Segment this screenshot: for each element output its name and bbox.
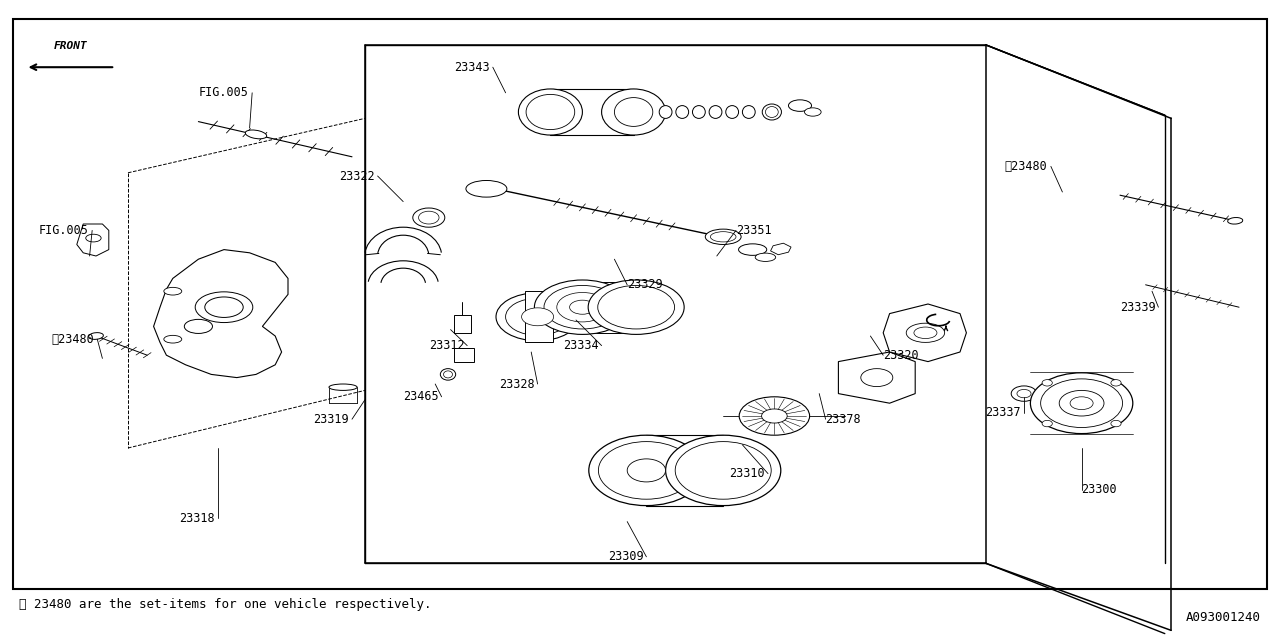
Ellipse shape bbox=[329, 384, 357, 390]
Text: A093001240: A093001240 bbox=[1185, 611, 1261, 624]
Ellipse shape bbox=[602, 89, 666, 135]
Ellipse shape bbox=[195, 292, 253, 323]
Ellipse shape bbox=[676, 442, 771, 499]
Ellipse shape bbox=[627, 459, 666, 482]
Ellipse shape bbox=[1059, 390, 1103, 416]
Text: 23328: 23328 bbox=[499, 378, 535, 390]
Ellipse shape bbox=[726, 106, 739, 118]
Ellipse shape bbox=[598, 285, 675, 329]
Ellipse shape bbox=[1030, 372, 1133, 434]
Ellipse shape bbox=[88, 333, 104, 339]
Ellipse shape bbox=[544, 285, 621, 329]
Ellipse shape bbox=[164, 287, 182, 295]
Ellipse shape bbox=[535, 280, 630, 334]
Text: 23300: 23300 bbox=[1082, 483, 1117, 496]
Text: 23378: 23378 bbox=[826, 413, 861, 426]
Ellipse shape bbox=[666, 435, 781, 506]
Polygon shape bbox=[154, 250, 288, 378]
Text: 23351: 23351 bbox=[736, 224, 772, 237]
Ellipse shape bbox=[164, 335, 182, 343]
Text: 23334: 23334 bbox=[563, 339, 599, 352]
Text: 23312: 23312 bbox=[429, 339, 465, 352]
Ellipse shape bbox=[788, 100, 812, 111]
Ellipse shape bbox=[440, 369, 456, 380]
Ellipse shape bbox=[522, 308, 554, 326]
Ellipse shape bbox=[589, 435, 704, 506]
Ellipse shape bbox=[497, 293, 580, 340]
Ellipse shape bbox=[444, 371, 453, 378]
Text: 23339: 23339 bbox=[1120, 301, 1156, 314]
Ellipse shape bbox=[1111, 380, 1121, 386]
Ellipse shape bbox=[1018, 389, 1032, 397]
Ellipse shape bbox=[412, 208, 445, 227]
Text: 23322: 23322 bbox=[339, 170, 375, 182]
Ellipse shape bbox=[659, 106, 672, 118]
Text: FIG.005: FIG.005 bbox=[198, 86, 248, 99]
Ellipse shape bbox=[588, 280, 684, 334]
Text: ※23480: ※23480 bbox=[51, 333, 93, 346]
Ellipse shape bbox=[1042, 380, 1052, 386]
Ellipse shape bbox=[1041, 379, 1123, 428]
Text: 23310: 23310 bbox=[730, 467, 765, 480]
Ellipse shape bbox=[506, 298, 570, 335]
Bar bbox=[454, 348, 474, 362]
Ellipse shape bbox=[705, 229, 741, 244]
Ellipse shape bbox=[419, 211, 439, 224]
Ellipse shape bbox=[762, 104, 781, 120]
Ellipse shape bbox=[205, 297, 243, 317]
Ellipse shape bbox=[914, 327, 937, 339]
Text: ※23480: ※23480 bbox=[1005, 160, 1047, 173]
Ellipse shape bbox=[1228, 218, 1243, 224]
Ellipse shape bbox=[692, 106, 705, 118]
Bar bbox=[13, 19, 1267, 589]
Ellipse shape bbox=[804, 108, 822, 116]
Ellipse shape bbox=[740, 397, 810, 435]
Polygon shape bbox=[883, 304, 966, 362]
Text: FIG.005: FIG.005 bbox=[38, 224, 88, 237]
Ellipse shape bbox=[86, 234, 101, 242]
Ellipse shape bbox=[861, 369, 893, 387]
Bar bbox=[646, 435, 723, 506]
Ellipse shape bbox=[1111, 420, 1121, 427]
Ellipse shape bbox=[906, 323, 945, 342]
Ellipse shape bbox=[526, 94, 575, 129]
Ellipse shape bbox=[762, 409, 787, 423]
Ellipse shape bbox=[614, 97, 653, 126]
Ellipse shape bbox=[557, 292, 608, 322]
Ellipse shape bbox=[710, 232, 736, 242]
Text: 23337: 23337 bbox=[986, 406, 1021, 419]
Ellipse shape bbox=[599, 442, 694, 499]
Text: 23319: 23319 bbox=[314, 413, 349, 426]
Text: ※ 23480 are the set-items for one vehicle respectively.: ※ 23480 are the set-items for one vehicl… bbox=[19, 598, 431, 611]
Ellipse shape bbox=[742, 106, 755, 118]
Text: 23318: 23318 bbox=[179, 512, 215, 525]
Ellipse shape bbox=[1070, 397, 1093, 410]
Ellipse shape bbox=[709, 106, 722, 118]
Ellipse shape bbox=[518, 89, 582, 135]
Polygon shape bbox=[838, 352, 915, 403]
Ellipse shape bbox=[246, 130, 266, 139]
Text: 23309: 23309 bbox=[608, 550, 644, 563]
Text: 23329: 23329 bbox=[627, 278, 663, 291]
Ellipse shape bbox=[676, 106, 689, 118]
Ellipse shape bbox=[755, 253, 776, 262]
Ellipse shape bbox=[1042, 420, 1052, 427]
Bar bbox=[525, 291, 553, 342]
Polygon shape bbox=[771, 243, 791, 255]
Text: FRONT: FRONT bbox=[54, 41, 87, 51]
Polygon shape bbox=[77, 224, 109, 256]
Ellipse shape bbox=[765, 106, 778, 118]
Ellipse shape bbox=[466, 180, 507, 197]
Bar bbox=[454, 315, 471, 333]
Text: 23320: 23320 bbox=[883, 349, 919, 362]
Ellipse shape bbox=[739, 244, 767, 255]
Ellipse shape bbox=[1011, 386, 1037, 401]
Ellipse shape bbox=[184, 319, 212, 333]
Bar bbox=[582, 282, 636, 333]
Text: 23465: 23465 bbox=[403, 390, 439, 403]
Text: 23343: 23343 bbox=[454, 61, 490, 74]
Ellipse shape bbox=[570, 300, 595, 314]
Bar bbox=[550, 89, 634, 135]
